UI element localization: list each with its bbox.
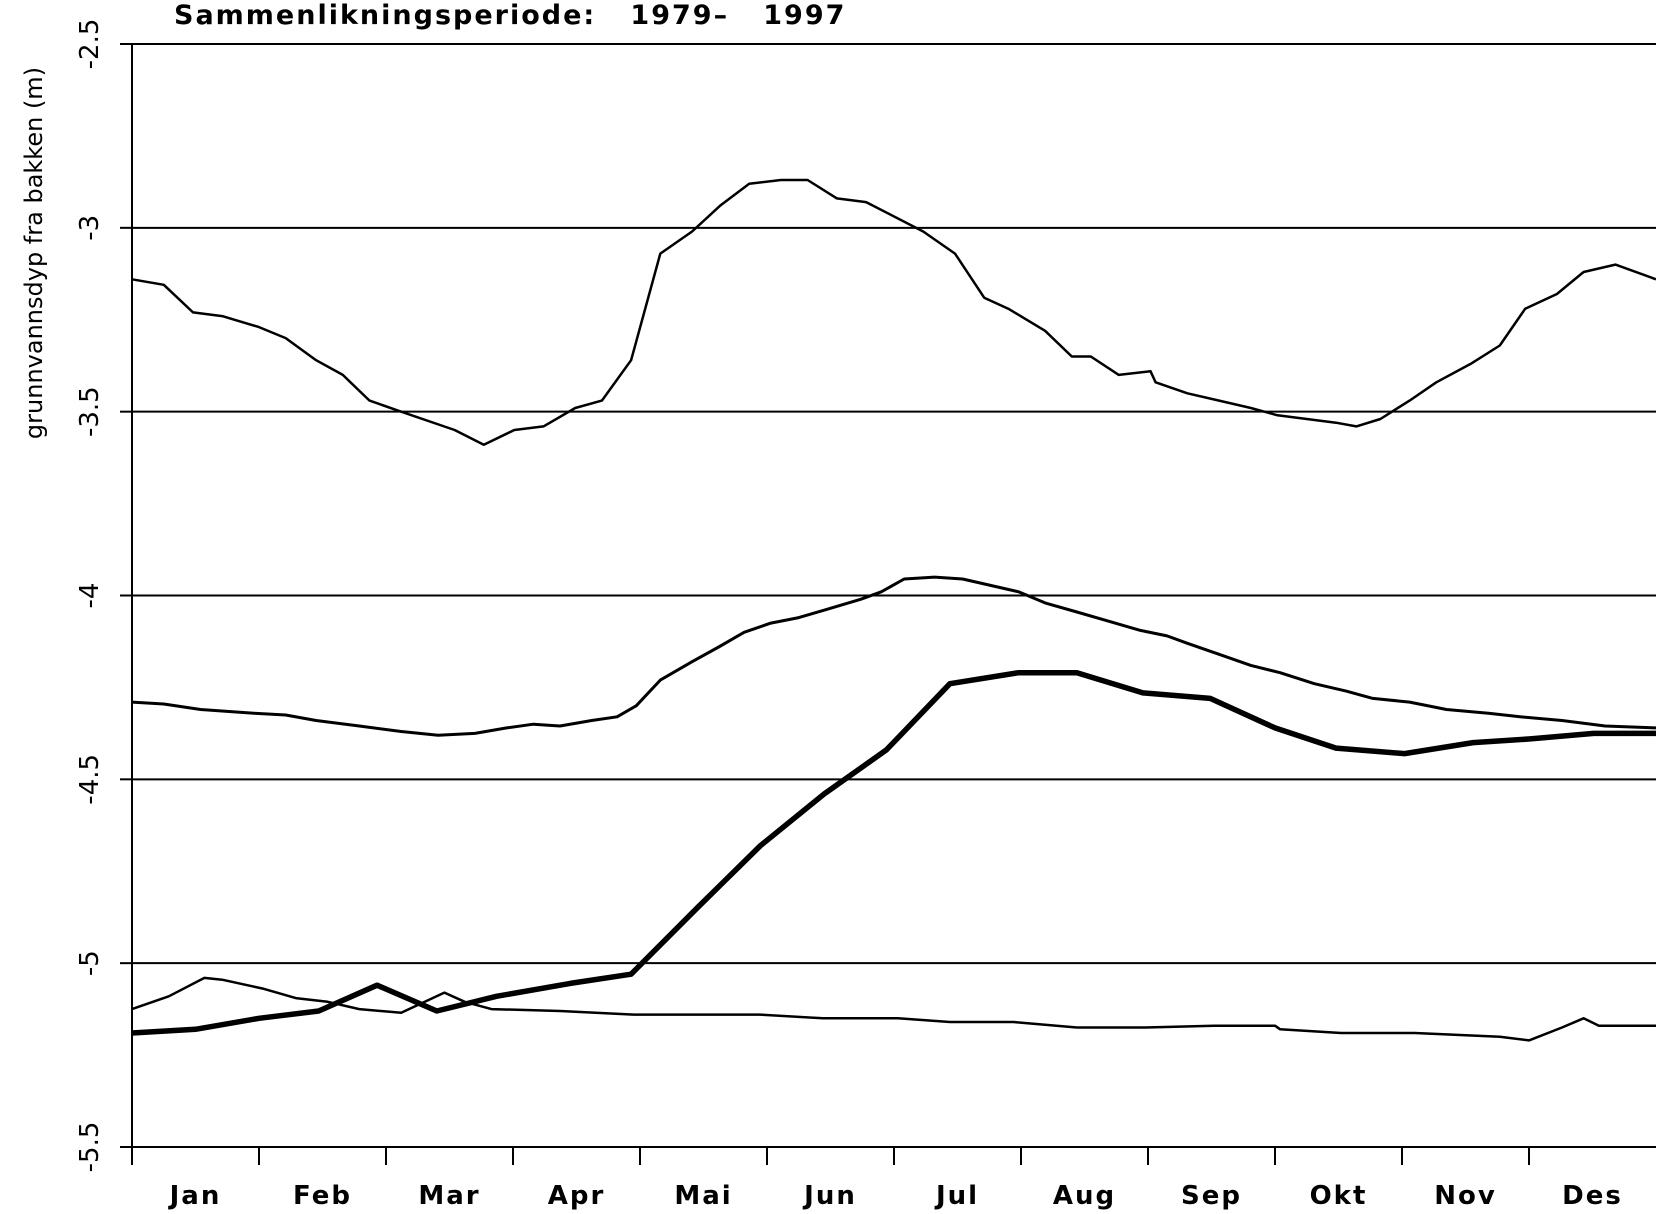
- y-tick-label: -3.5: [75, 386, 105, 437]
- x-tick-label: Jun: [802, 1181, 857, 1211]
- line-series: [131, 178, 1656, 447]
- y-tick-label: -4: [75, 583, 105, 609]
- x-tick-label: Mar: [418, 1181, 480, 1211]
- x-tick-label: Jan: [168, 1181, 222, 1211]
- y-tick-label: -5: [75, 950, 105, 976]
- chart-title: Sammenlikningsperiode: 1979– 1997: [174, 0, 846, 31]
- y-tick-label: -3: [75, 215, 105, 241]
- y-axis-label: grunnvannsdyp fra bakken (m): [20, 67, 48, 439]
- x-tick-label: Jul: [934, 1181, 979, 1211]
- x-tick-label: Nov: [1434, 1181, 1497, 1211]
- line-series: [131, 669, 1656, 1036]
- y-tick-label: -5.5: [75, 1122, 105, 1173]
- x-tick-label: Okt: [1310, 1181, 1368, 1211]
- x-tick-label: Sep: [1181, 1181, 1242, 1211]
- x-tick-label: Mai: [674, 1181, 732, 1211]
- line-series: [131, 976, 1656, 1042]
- x-tick-label: Feb: [293, 1181, 352, 1211]
- line-series: [131, 575, 1656, 737]
- x-tick-label: Des: [1562, 1181, 1623, 1211]
- x-tick-label: Apr: [548, 1181, 606, 1211]
- y-tick-label: -4.5: [75, 754, 105, 805]
- y-tick-label: -2.5: [75, 19, 105, 70]
- x-tick-label: Aug: [1053, 1181, 1116, 1211]
